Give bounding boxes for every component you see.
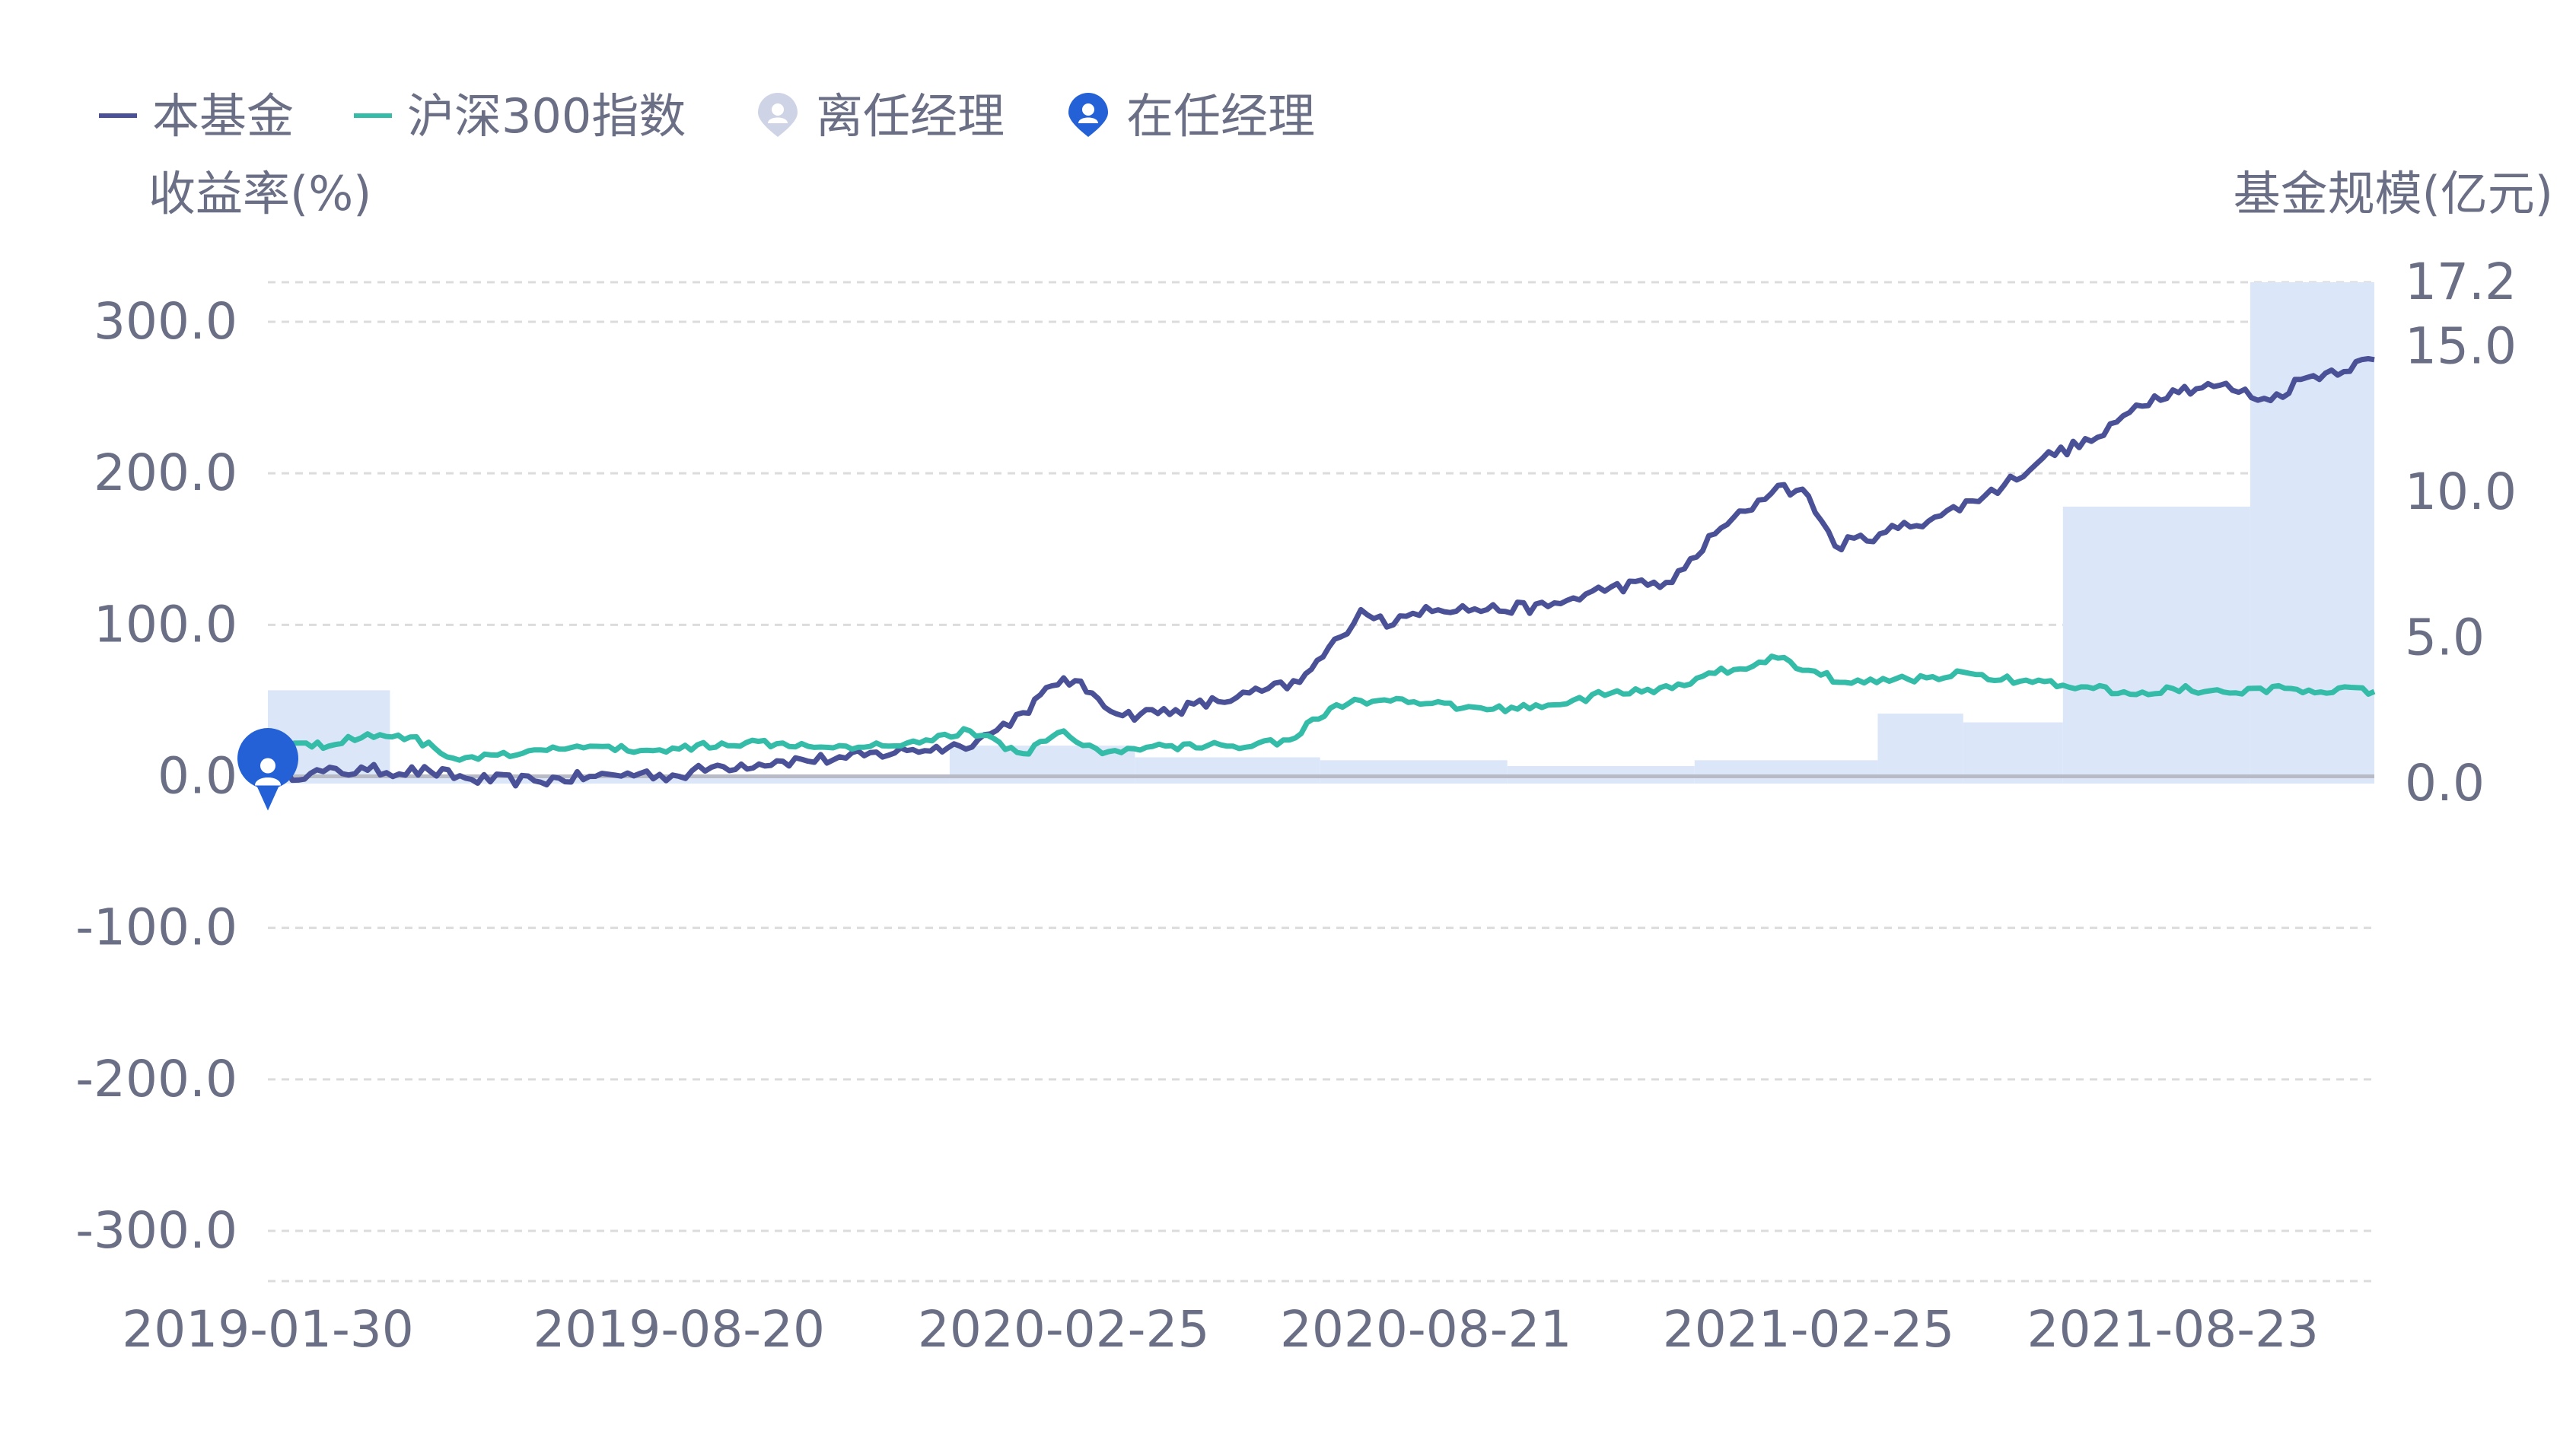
x-tick-label: 2021-02-25 (1663, 1300, 1955, 1359)
manager-markers (237, 728, 298, 811)
legend-former-manager-label: 离任经理 (816, 88, 1005, 144)
left-tick-label: 300.0 (94, 292, 237, 351)
right-tick-label: 10.0 (2405, 463, 2517, 521)
left-tick-label: -100.0 (75, 898, 237, 957)
x-tick-label: 2019-01-30 (122, 1300, 414, 1359)
left-tick-label: 100.0 (94, 595, 237, 653)
fund-size-bar[interactable] (2250, 282, 2374, 784)
right-axis-title: 基金规模(亿元) (2234, 166, 2553, 221)
left-axis-ticks: 300.0 200.0 100.0 0.0 -100.0 -200.0 -300.0 (75, 292, 237, 1260)
legend-fund-label: 本基金 (152, 88, 294, 144)
fund-series-line[interactable] (266, 356, 2375, 789)
fund-size-bar[interactable] (1694, 760, 1878, 784)
right-axis-ticks: 17.215.0 10.0 5.0 0.0 (2405, 253, 2517, 812)
x-tick-label: 2020-08-21 (1280, 1300, 1572, 1359)
legend-item-fund[interactable]: 本基金 (99, 88, 294, 144)
left-tick-label: -300.0 (75, 1201, 237, 1260)
fund-size-bar[interactable] (1877, 714, 1963, 784)
left-tick-label: 200.0 (94, 444, 237, 502)
former-manager-icon (758, 93, 798, 137)
legend-item-current-manager[interactable]: 在任经理 (1068, 88, 1315, 144)
fund-size-bar[interactable] (2062, 507, 2250, 784)
fund-size-bar[interactable] (1320, 760, 1508, 784)
fund-size-bars (268, 282, 2374, 784)
right-tick-label: 0.0 (2405, 754, 2485, 812)
legend-current-manager-label: 在任经理 (1126, 88, 1315, 144)
x-tick-label: 2020-02-25 (918, 1300, 1210, 1359)
x-axis-ticks: 2019-01-30 2019-08-20 2020-02-25 2020-08-21… (122, 1300, 2319, 1359)
left-tick-label: 0.0 (158, 747, 237, 806)
current-manager-marker-icon[interactable] (237, 728, 298, 811)
fund-size-bar[interactable] (1963, 722, 2063, 784)
x-tick-label: 2021-08-23 (2027, 1300, 2319, 1359)
left-tick-label: -200.0 (75, 1050, 237, 1108)
right-tick-label: 15.0 (2405, 316, 2517, 375)
index-series-line[interactable] (266, 653, 2376, 763)
current-manager-icon (1068, 93, 1108, 137)
right-tick-label: 17.2 (2405, 253, 2517, 311)
legend-item-former-manager[interactable]: 离任经理 (758, 88, 1005, 144)
right-tick-label: 5.0 (2405, 608, 2485, 666)
legend-item-index[interactable]: 沪深300指数 (354, 88, 686, 144)
series-lines (266, 356, 2376, 789)
legend: 本基金 沪深300指数 离任经理 在任经理 (99, 88, 1315, 144)
x-tick-label: 2019-08-20 (533, 1300, 825, 1359)
fund-size-bar[interactable] (1135, 757, 1320, 784)
left-axis-title: 收益率(%) (148, 166, 371, 221)
legend-index-label: 沪深300指数 (407, 88, 686, 144)
